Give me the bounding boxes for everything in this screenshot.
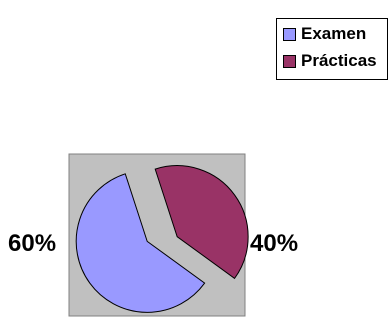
data-label-practicas: 40% [250, 230, 299, 257]
legend-swatch-practicas [283, 54, 296, 68]
legend-label-examen: Examen [301, 24, 367, 43]
data-label-examen: 60% [8, 230, 57, 257]
legend-item-examen: Examen [283, 24, 366, 44]
pie-slice-examen [75, 173, 206, 313]
pie-slice-practicas [154, 165, 249, 280]
legend-label-practicas: Prácticas [301, 51, 377, 70]
pie-slices [75, 165, 249, 313]
legend-item-practicas: Prácticas [283, 51, 377, 71]
legend-swatch-examen [283, 27, 296, 41]
legend: Examen Prácticas [276, 18, 388, 80]
